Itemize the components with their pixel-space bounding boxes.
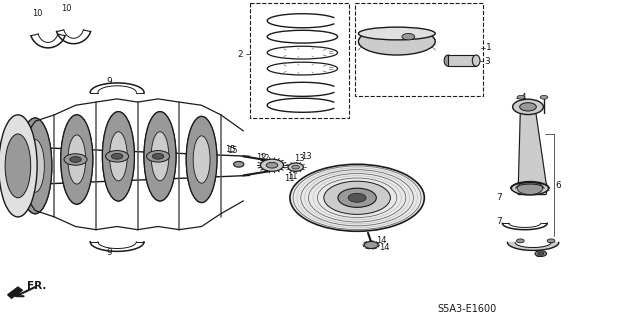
Text: 8: 8: [3, 192, 9, 201]
Circle shape: [513, 99, 543, 115]
Text: 1: 1: [486, 43, 492, 52]
Text: 11: 11: [284, 174, 294, 183]
Text: S5A3-E1600: S5A3-E1600: [438, 304, 497, 314]
Ellipse shape: [472, 55, 480, 66]
Circle shape: [520, 103, 536, 111]
Text: 7: 7: [496, 193, 502, 202]
Text: 9: 9: [106, 77, 111, 86]
Ellipse shape: [109, 132, 127, 181]
Text: 12: 12: [256, 153, 266, 162]
Ellipse shape: [68, 135, 86, 184]
Ellipse shape: [144, 112, 176, 201]
Text: 7: 7: [496, 217, 502, 226]
Text: 14: 14: [379, 243, 389, 252]
Circle shape: [324, 181, 390, 214]
Ellipse shape: [102, 112, 134, 201]
Ellipse shape: [5, 134, 31, 198]
Circle shape: [348, 193, 366, 202]
Polygon shape: [516, 112, 548, 195]
Circle shape: [147, 151, 170, 162]
Circle shape: [516, 239, 524, 243]
Polygon shape: [508, 242, 559, 250]
Text: 14: 14: [376, 236, 387, 245]
Ellipse shape: [288, 163, 303, 171]
Text: 10: 10: [61, 4, 71, 13]
Ellipse shape: [151, 132, 169, 181]
Ellipse shape: [19, 118, 52, 214]
Ellipse shape: [260, 159, 284, 171]
Text: 15: 15: [227, 146, 237, 155]
Text: FR.: FR.: [27, 280, 46, 291]
Circle shape: [64, 154, 87, 165]
Text: 12: 12: [259, 154, 269, 163]
Ellipse shape: [186, 116, 217, 203]
Text: 3: 3: [484, 57, 490, 66]
Circle shape: [535, 251, 547, 256]
Ellipse shape: [144, 112, 176, 201]
Text: 6: 6: [555, 181, 561, 189]
Circle shape: [111, 153, 123, 159]
Ellipse shape: [186, 116, 217, 203]
Circle shape: [402, 33, 415, 40]
Circle shape: [364, 241, 378, 249]
Circle shape: [290, 164, 424, 231]
Ellipse shape: [511, 182, 548, 195]
Ellipse shape: [26, 140, 44, 192]
Ellipse shape: [358, 28, 435, 55]
Circle shape: [517, 182, 543, 195]
Ellipse shape: [19, 118, 52, 214]
Ellipse shape: [358, 27, 435, 40]
Polygon shape: [8, 287, 22, 298]
Text: 11: 11: [287, 172, 298, 181]
Text: 5: 5: [536, 250, 541, 259]
Ellipse shape: [61, 115, 93, 204]
Circle shape: [547, 239, 555, 243]
Ellipse shape: [0, 115, 37, 217]
Text: 2: 2: [237, 50, 243, 59]
Circle shape: [152, 153, 164, 159]
Text: 13: 13: [294, 154, 305, 163]
Circle shape: [70, 157, 81, 162]
Ellipse shape: [234, 161, 244, 167]
Ellipse shape: [61, 115, 93, 204]
Text: 9: 9: [106, 248, 111, 256]
Text: 10: 10: [32, 9, 42, 18]
Text: 13: 13: [301, 152, 312, 161]
Circle shape: [540, 95, 548, 99]
Circle shape: [338, 188, 376, 207]
FancyBboxPatch shape: [250, 3, 349, 118]
Ellipse shape: [444, 55, 452, 66]
Text: 8: 8: [3, 187, 9, 196]
Circle shape: [266, 162, 278, 168]
FancyBboxPatch shape: [355, 3, 483, 96]
Bar: [448, 55, 476, 66]
Text: 4: 4: [520, 93, 526, 102]
Circle shape: [106, 151, 129, 162]
Text: 15: 15: [225, 145, 235, 154]
Circle shape: [517, 95, 525, 99]
Ellipse shape: [193, 136, 210, 183]
Ellipse shape: [102, 112, 134, 201]
Circle shape: [538, 252, 544, 255]
Circle shape: [292, 165, 300, 169]
